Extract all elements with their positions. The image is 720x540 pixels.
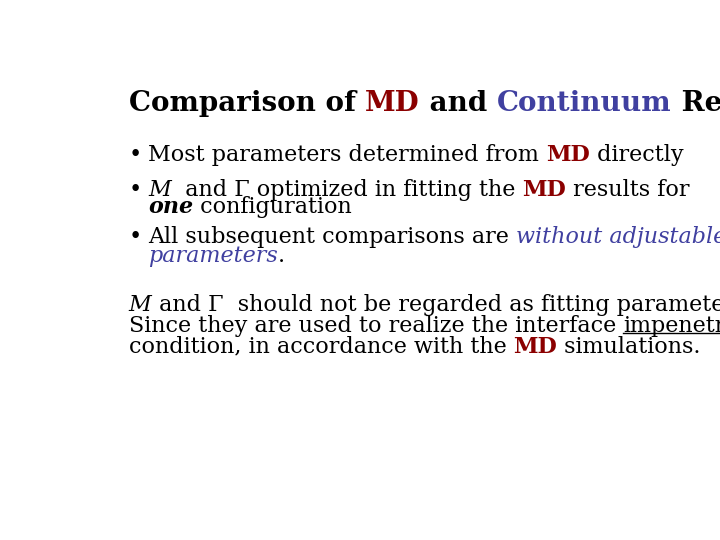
Text: and Γ  should not be regarded as fitting parameters,: and Γ should not be regarded as fitting … xyxy=(151,294,720,316)
Text: directly: directly xyxy=(590,144,683,166)
Text: Since they are used to realize the interface: Since they are used to realize the inter… xyxy=(129,315,623,337)
Text: Continuum: Continuum xyxy=(497,90,672,117)
Text: one: one xyxy=(148,195,193,218)
Text: •: • xyxy=(129,226,142,248)
Text: •: • xyxy=(129,179,142,201)
Text: MD: MD xyxy=(365,90,420,117)
Text: .: . xyxy=(278,245,285,267)
Text: without adjustable: without adjustable xyxy=(516,226,720,248)
Text: configuration: configuration xyxy=(193,195,352,218)
Text: results for: results for xyxy=(566,179,690,201)
Text: and: and xyxy=(420,90,497,117)
Text: and Γ optimized in fitting the: and Γ optimized in fitting the xyxy=(171,179,523,201)
Text: •: • xyxy=(129,144,142,166)
Text: Results: Results xyxy=(672,90,720,117)
Text: Comparison of: Comparison of xyxy=(129,90,365,117)
Text: M: M xyxy=(148,179,171,201)
Text: M: M xyxy=(129,294,151,316)
Text: Most parameters determined from: Most parameters determined from xyxy=(148,144,546,166)
Text: parameters: parameters xyxy=(148,245,278,267)
Text: condition, in accordance with the: condition, in accordance with the xyxy=(129,336,513,358)
Text: All subsequent comparisons are: All subsequent comparisons are xyxy=(148,226,516,248)
Text: impenetrability: impenetrability xyxy=(623,315,720,337)
Text: MD: MD xyxy=(546,144,590,166)
Text: MD: MD xyxy=(513,336,557,358)
Text: simulations.: simulations. xyxy=(557,336,701,358)
Text: MD: MD xyxy=(523,179,566,201)
